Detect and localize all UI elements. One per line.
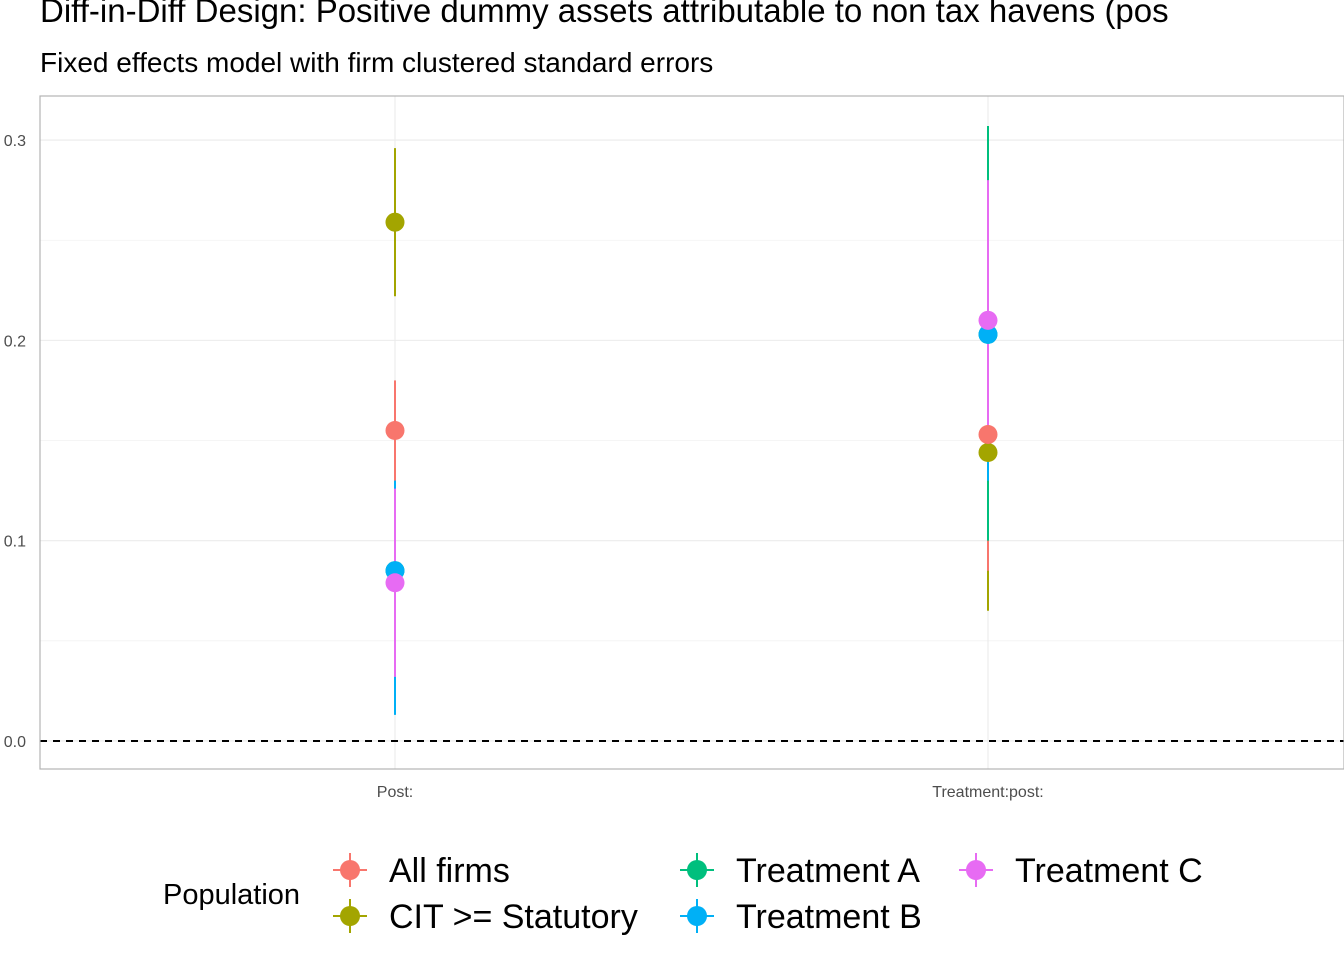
y-tick-label: 0.3: [4, 133, 26, 150]
legend-item-cit-statutory: CIT >= Statutory: [333, 898, 638, 936]
legend-item-treatment-c: Treatment C: [959, 852, 1203, 890]
legend: Population All firms CIT >= Statutory Treat…: [163, 852, 1203, 936]
legend-item-treatment-a: Treatment A: [680, 852, 920, 890]
legend-label: CIT >= Statutory: [389, 898, 638, 936]
chart-subtitle: Fixed effects model with firm clustered …: [40, 47, 714, 78]
grid: [40, 96, 1344, 769]
error-bars: [394, 126, 989, 715]
legend-label: Treatment A: [736, 852, 920, 890]
point-treatment-c-post: [385, 573, 405, 593]
chart-title: Diff-in-Diff Design: Positive dummy asse…: [40, 0, 1169, 29]
legend-item-all-firms: All firms: [333, 852, 510, 890]
y-axis-ticks: 0.0 0.1 0.2 0.3: [4, 133, 26, 751]
legend-label: All firms: [389, 852, 510, 890]
legend-key-point: [687, 860, 707, 880]
legend-title: Population: [163, 879, 300, 911]
x-tick-label: Treatment:post:: [932, 784, 1043, 801]
legend-key-point: [966, 860, 986, 880]
panel-border: [39, 95, 1344, 770]
y-tick-label: 0.1: [4, 534, 26, 551]
y-tick-label: 0.2: [4, 333, 26, 350]
legend-label: Treatment B: [736, 898, 922, 936]
point-cit-statutory-treatment-post: [978, 443, 998, 463]
point-cit-statutory-post: [385, 212, 405, 232]
points: [385, 212, 998, 593]
legend-key-point: [340, 906, 360, 926]
x-tick-label: Post:: [377, 784, 413, 801]
point-treatment-b-treatment-post: [978, 324, 998, 344]
x-axis-ticks: Post: Treatment:post:: [377, 784, 1044, 801]
point-treatment-c-treatment-post: [978, 310, 998, 330]
point-all-firms-treatment-post: [978, 425, 998, 445]
legend-label: Treatment C: [1015, 852, 1203, 890]
point-all-firms-post: [385, 420, 405, 440]
legend-key-point: [340, 860, 360, 880]
y-tick-label: 0.0: [4, 734, 26, 751]
legend-key-point: [687, 906, 707, 926]
legend-item-treatment-b: Treatment B: [680, 898, 922, 936]
